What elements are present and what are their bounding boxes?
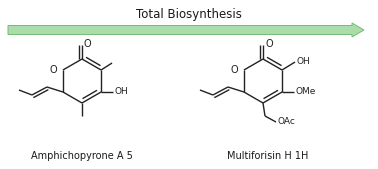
Text: O: O xyxy=(49,65,57,75)
Text: O: O xyxy=(265,39,273,49)
Text: OAc: OAc xyxy=(277,117,295,127)
Text: O: O xyxy=(84,39,91,49)
Text: O: O xyxy=(230,65,238,75)
Text: Multiforisin H 1H: Multiforisin H 1H xyxy=(227,151,309,161)
Text: OMe: OMe xyxy=(295,88,315,96)
Text: Total Biosynthesis: Total Biosynthesis xyxy=(136,8,242,21)
FancyArrow shape xyxy=(8,23,364,37)
Text: OH: OH xyxy=(114,88,128,96)
Text: Amphichopyrone A 5: Amphichopyrone A 5 xyxy=(31,151,133,161)
Text: OH: OH xyxy=(296,56,310,66)
